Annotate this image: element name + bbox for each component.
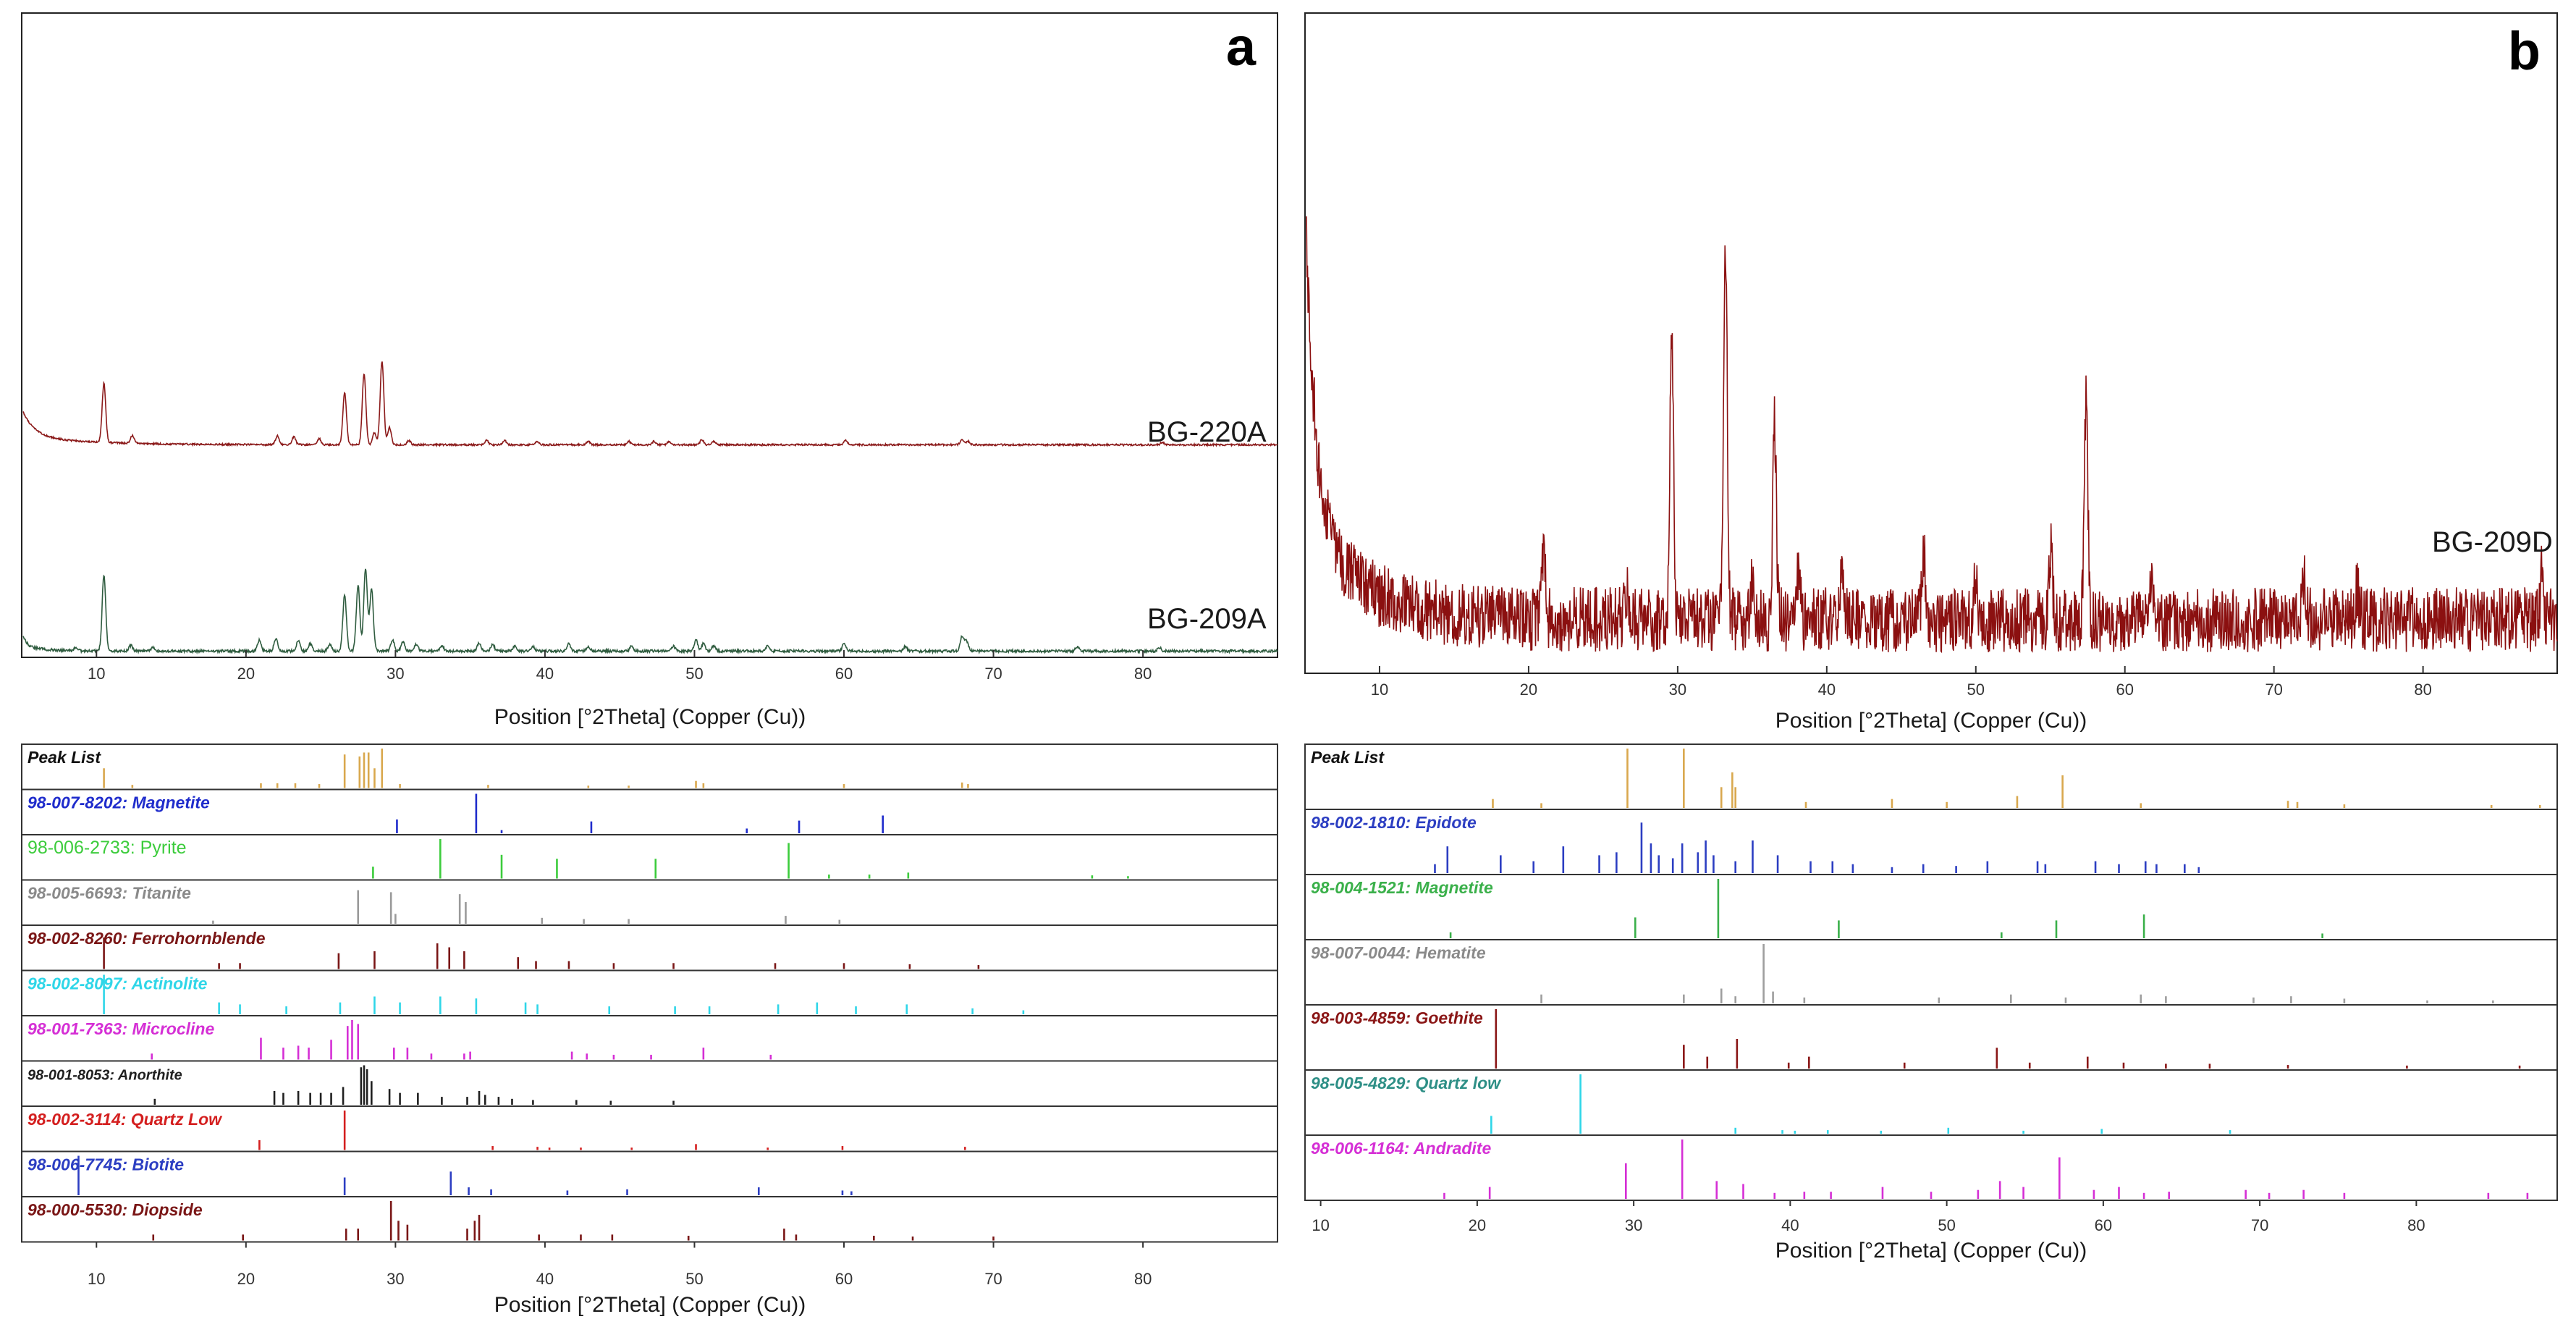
series-line-bg-209d: [1306, 216, 2558, 654]
x-tick-label: 60: [2116, 681, 2133, 699]
reference-row-label: 98-006-2733: Pyrite: [28, 838, 187, 858]
sample-label-bg220a: BG-220A: [1147, 416, 1267, 448]
reference-row-label: 98-007-0044: Hematite: [1311, 943, 1486, 962]
panel-a-sticks-xticks: 10 20 30 40 50 60 70 80: [88, 1242, 1152, 1288]
x-tick-label: 50: [1938, 1216, 1955, 1234]
panel-b-letter: b: [2508, 21, 2541, 81]
reference-row-label: 98-000-5530: Diopside: [28, 1200, 203, 1219]
reference-row-label: 98-001-8053: Anorthite: [28, 1068, 182, 1084]
panel-a-pattern-xticks: 10 20 30 40 50 60 70 80: [88, 650, 1152, 683]
x-tick-label: 10: [1312, 1216, 1329, 1234]
panel-b-references: Peak List 98-002-1810: Epidote 98-004-1521…: [1304, 743, 2558, 1263]
x-tick-label: 30: [1625, 1216, 1642, 1234]
panel-a-sticks-xlabel: Position [°2Theta] (Copper (Cu)): [494, 1293, 806, 1317]
panel-b-pattern-frame: [1304, 12, 2558, 674]
reference-row-label: 98-007-8202: Magnetite: [28, 793, 210, 812]
x-tick-label: 20: [237, 1270, 255, 1288]
reference-row-label: 98-004-1521: Magnetite: [1311, 878, 1493, 897]
panel-a-sticks: Peak List 98-007-8202: Magnetite 98-006-27…: [21, 743, 1278, 1243]
reference-row-label: 98-002-3114: Quartz Low: [28, 1110, 223, 1129]
x-tick-label: 40: [1818, 681, 1836, 699]
x-tick-label: 10: [1371, 681, 1388, 699]
panel-b-pattern: b BG-209D 10 20 30 40 50 60 70 80 Position [°2T…: [1304, 12, 2558, 733]
panel-a-letter: a: [1226, 17, 1257, 77]
series-line-bg-220a: [22, 361, 1278, 448]
x-tick-label: 40: [536, 665, 554, 683]
reference-row-label: 98-006-7745: Biotite: [28, 1155, 184, 1174]
x-tick-label: 20: [1520, 681, 1537, 699]
reference-row-label: 98-002-8097: Actinolite: [28, 974, 208, 993]
panel-a-references: Peak List 98-007-8202: Magnetite 98-006-27…: [21, 743, 1278, 1317]
panel-b-sticks-xticks: 10 20 30 40 50 60 70 80: [1312, 1200, 2425, 1234]
panel-a-pattern: a BG-220A BG-209A 10 20 30 40 50 60 70 80 Posit…: [21, 12, 1278, 729]
x-tick-label: 40: [1781, 1216, 1799, 1234]
x-tick-label: 30: [387, 665, 404, 683]
reference-row-label: Peak List: [1311, 748, 1385, 767]
x-tick-label: 80: [1134, 1270, 1152, 1288]
panel-b-sticks: Peak List 98-002-1810: Epidote 98-004-1521…: [1304, 743, 2558, 1201]
x-tick-label: 50: [685, 665, 703, 683]
reference-row-label: 98-006-1164: Andradite: [1311, 1139, 1491, 1158]
panel-b-sticks-xlabel: Position [°2Theta] (Copper (Cu)): [1775, 1239, 2087, 1263]
sample-label-bg209a: BG-209A: [1147, 603, 1267, 635]
reference-row-label: 98-003-4859: Goethite: [1311, 1008, 1483, 1027]
x-tick-label: 70: [984, 1270, 1002, 1288]
x-tick-label: 40: [536, 1270, 554, 1288]
x-tick-label: 60: [835, 665, 853, 683]
reference-row-label: 98-005-4829: Quartz low: [1311, 1074, 1502, 1092]
panel-b-pattern-xlabel: Position [°2Theta] (Copper (Cu)): [1775, 709, 2087, 733]
x-tick-label: 70: [2251, 1216, 2268, 1234]
x-tick-label: 80: [1134, 665, 1152, 683]
x-tick-label: 50: [685, 1270, 703, 1288]
panel-b-pattern-xticks: 10 20 30 40 50 60 70 80: [1371, 666, 2432, 699]
sticks-frame: [1304, 743, 2558, 1201]
x-tick-label: 30: [387, 1270, 404, 1288]
reference-row-label: 98-001-7363: Microcline: [28, 1019, 214, 1038]
reference-row-label: 98-005-6693: Titanite: [28, 884, 191, 903]
x-tick-label: 50: [1967, 681, 1985, 699]
reference-row-label: Peak List: [28, 748, 101, 767]
sticks-frame: [21, 743, 1278, 1243]
panel-a-pattern-xlabel: Position [°2Theta] (Copper (Cu)): [494, 705, 806, 729]
x-tick-label: 10: [88, 665, 105, 683]
x-tick-label: 10: [88, 1270, 105, 1288]
sample-label-bg209d: BG-209D: [2432, 526, 2553, 558]
panel-b-pattern-plot: [1306, 216, 2558, 654]
x-tick-label: 60: [2095, 1216, 2112, 1234]
x-tick-label: 20: [237, 665, 255, 683]
x-tick-label: 30: [1669, 681, 1686, 699]
x-tick-label: 80: [2407, 1216, 2425, 1234]
panel-a-pattern-frame: [21, 12, 1278, 658]
x-tick-label: 60: [835, 1270, 853, 1288]
x-tick-label: 80: [2414, 681, 2431, 699]
x-tick-label: 20: [1469, 1216, 1486, 1234]
x-tick-label: 70: [984, 665, 1002, 683]
series-line-bg-209a: [22, 568, 1278, 655]
x-tick-label: 70: [2265, 681, 2282, 699]
reference-row-label: 98-002-8260: Ferrohornblende: [28, 929, 266, 948]
reference-row-label: 98-002-1810: Epidote: [1311, 813, 1477, 832]
panel-a-pattern-plot: [22, 361, 1278, 655]
